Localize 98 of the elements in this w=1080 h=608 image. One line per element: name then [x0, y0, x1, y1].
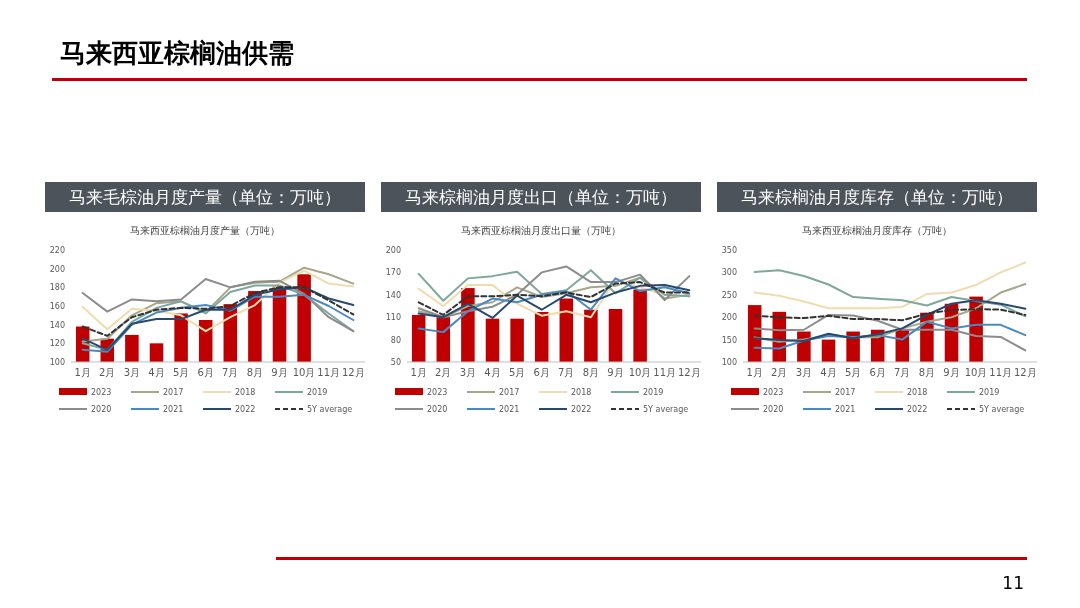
x-tick-label: 3月	[123, 367, 141, 378]
x-tick-label: 11月	[989, 367, 1013, 378]
x-tick-label: 1月	[74, 367, 91, 378]
line-series	[417, 269, 691, 302]
x-tick-label: 11月	[653, 367, 677, 378]
line-series	[753, 320, 1027, 350]
y-tick-label: 200	[49, 264, 65, 274]
legend-label: 5Y average	[979, 405, 1025, 414]
x-tick-label: 6月	[197, 367, 214, 378]
x-tick-label: 5月	[508, 367, 526, 378]
x-tick-label: 10月	[964, 367, 988, 378]
y-tick-label: 120	[49, 339, 65, 349]
y-tick-label: 150	[721, 335, 737, 345]
x-tick-label: 7月	[894, 367, 911, 378]
x-tick-label: 12月	[341, 367, 365, 378]
x-tick-label: 2月	[771, 367, 788, 378]
x-tick-label: 1月	[746, 367, 763, 378]
legend-label: 2018	[235, 388, 256, 397]
line-series	[417, 277, 691, 334]
legend-label: 5Y average	[643, 405, 689, 414]
y-tick-label: 50	[390, 358, 401, 367]
chart-subtitle: 马来西亚棕榈油月度产量（万吨）	[130, 225, 280, 236]
x-tick-label: 12月	[677, 367, 701, 378]
y-tick-label: 200	[385, 246, 401, 255]
chart-subtitle: 马来西亚棕榈油月度库存（万吨）	[802, 225, 952, 236]
line-series	[753, 261, 1027, 310]
legend-label: 2022	[571, 405, 592, 414]
y-tick-label: 140	[49, 320, 65, 330]
y-tick-label: 110	[385, 313, 401, 323]
line-series	[81, 266, 355, 343]
y-tick-label: 180	[49, 283, 65, 293]
legend-label: 2021	[835, 405, 856, 414]
x-tick-label: 6月	[869, 367, 886, 378]
legend-label: 2019	[643, 388, 664, 397]
x-tick-label: 10月	[628, 367, 652, 378]
legend-label: 2023	[763, 388, 784, 397]
x-tick-label: 5月	[844, 367, 862, 378]
legend-label: 2019	[307, 388, 328, 397]
x-tick-label: 3月	[459, 367, 477, 378]
y-tick-label: 170	[385, 268, 401, 278]
legend-label: 2023	[427, 388, 448, 397]
chart-subtitle: 马来西亚棕榈油月度出口量（万吨）	[461, 225, 621, 236]
x-tick-label: 2月	[435, 367, 452, 378]
line-series	[417, 265, 691, 319]
legend-label: 2022	[235, 405, 256, 414]
x-tick-label: 7月	[558, 367, 575, 378]
text: 11	[1002, 573, 1024, 593]
x-tick-label: 11月	[317, 367, 341, 378]
x-tick-label: 9月	[607, 367, 624, 378]
x-tick-label: 4月	[148, 367, 165, 378]
chart-title: 马来棕榈油月度库存（单位：万吨）	[741, 187, 1013, 207]
legend-label: 2017	[499, 388, 520, 397]
line-series	[81, 286, 355, 337]
legend-label: 2018	[907, 388, 928, 397]
chart-title: 马来毛棕油月度产量（单位：万吨）	[69, 187, 341, 207]
legend-label: 2017	[835, 388, 856, 397]
line-series	[753, 299, 1027, 342]
x-tick-label: 2月	[99, 367, 116, 378]
x-tick-label: 5月	[172, 367, 190, 378]
legend-label: 2022	[907, 405, 928, 414]
y-tick-label: 140	[385, 290, 401, 300]
legend-label: 2018	[571, 388, 592, 397]
x-tick-label: 8月	[582, 367, 600, 378]
y-tick-label: 220	[49, 246, 65, 255]
y-tick-label: 80	[390, 335, 401, 345]
text: 马来西亚棕榈油供需	[60, 38, 294, 68]
legend-label: 2019	[979, 388, 1000, 397]
y-tick-label: 300	[721, 268, 737, 278]
y-tick-label: 100	[721, 358, 737, 367]
chart-title: 马来棕榈油月度出口（单位：万吨）	[405, 187, 677, 207]
x-tick-label: 4月	[820, 367, 837, 378]
legend-label: 2020	[763, 405, 784, 414]
x-tick-label: 9月	[271, 367, 288, 378]
y-tick-label: 200	[721, 313, 737, 323]
x-tick-label: 7月	[222, 367, 239, 378]
legend-label: 5Y average	[307, 405, 353, 414]
line-series	[753, 308, 1027, 322]
legend-label: 2021	[163, 405, 184, 414]
x-tick-label: 1月	[410, 367, 427, 378]
legend-label: 2023	[91, 388, 112, 397]
legend-label: 2017	[163, 388, 184, 397]
legend-label: 2020	[91, 405, 112, 414]
x-tick-label: 8月	[246, 367, 264, 378]
y-tick-label: 250	[721, 290, 737, 300]
x-tick-label: 9月	[943, 367, 960, 378]
y-tick-label: 350	[721, 246, 737, 255]
x-tick-label: 8月	[918, 367, 936, 378]
x-tick-label: 6月	[533, 367, 550, 378]
x-tick-label: 12月	[1013, 367, 1037, 378]
x-tick-label: 10月	[292, 367, 316, 378]
x-tick-label: 4月	[484, 367, 501, 378]
line-series	[753, 269, 1027, 318]
legend-label: 2021	[499, 405, 520, 414]
line-series	[753, 313, 1027, 352]
y-tick-label: 100	[49, 358, 65, 367]
x-tick-label: 3月	[795, 367, 813, 378]
y-tick-label: 160	[49, 302, 65, 311]
legend-label: 2020	[427, 405, 448, 414]
